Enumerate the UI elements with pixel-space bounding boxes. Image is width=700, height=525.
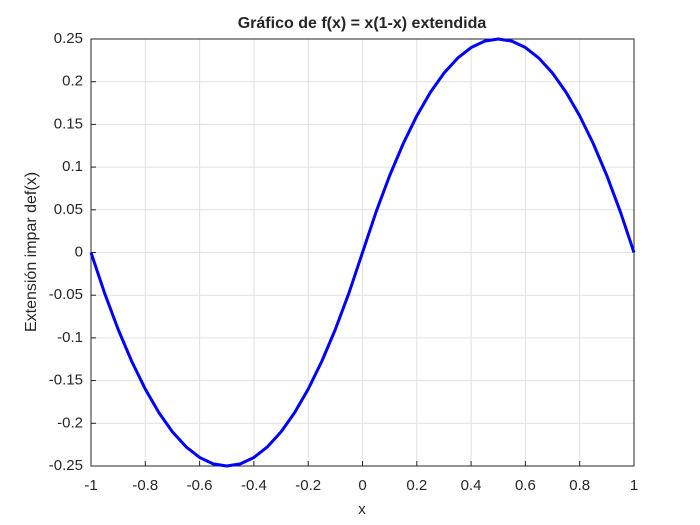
chart-title: Gráfico de f(x) = x(1-x) extendida [238,15,487,32]
y-tick-label: 0.15 [54,115,83,132]
x-tick-label: 0.8 [569,477,590,494]
x-axis-label: x [358,501,366,518]
y-tick-label: -0.15 [49,372,83,389]
y-tick-label: 0.05 [54,201,83,218]
x-tick-label: -0.8 [132,477,158,494]
x-tick-label: -0.6 [187,477,213,494]
y-axis-label: Extensión impar def(x) [23,172,40,332]
x-tick-label: 0 [358,477,366,494]
y-tick-label: 0 [75,243,83,260]
y-tick-label: -0.2 [57,414,83,431]
x-tick-label: 0.2 [406,477,427,494]
x-tick-label: 0.4 [461,477,482,494]
y-tick-label: -0.1 [57,329,83,346]
y-tick-label: 0.25 [54,30,83,47]
data-line [89,37,636,468]
y-tick-label: 0.1 [62,158,83,175]
x-tick-label: -0.4 [241,477,267,494]
x-tick-label: 1 [630,477,638,494]
x-tick-label: -0.2 [295,477,321,494]
y-tick-label: 0.2 [62,73,83,90]
y-tick-label: -0.25 [49,457,83,474]
x-tick-label: 0.6 [515,477,536,494]
y-tick-label: -0.05 [49,286,83,303]
x-tick-label: -1 [84,477,97,494]
